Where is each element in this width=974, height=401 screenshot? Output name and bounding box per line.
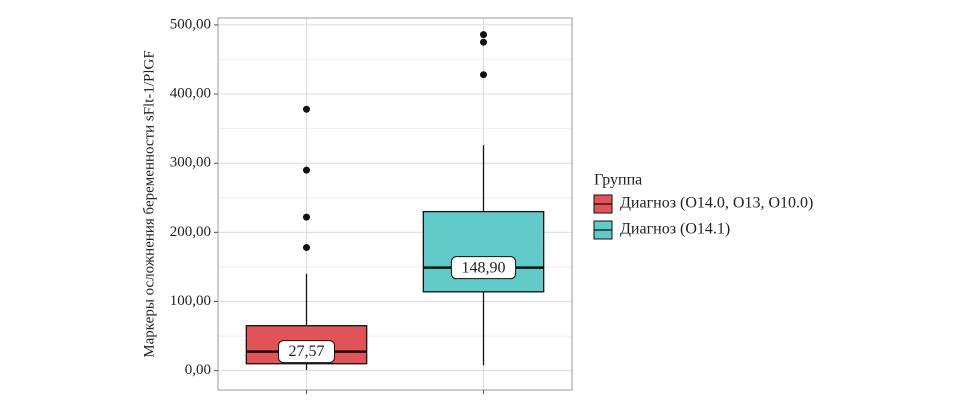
plot-frame (217, 17, 573, 391)
box (422, 210, 545, 293)
value-label-bg (450, 256, 517, 280)
outlier (303, 244, 310, 252)
legend-title: Группа (594, 172, 642, 189)
outlier (303, 166, 310, 174)
outlier (480, 31, 487, 39)
y-tick-label: 400,00 (170, 85, 211, 101)
legend-label: Диагноз (O14.0, O13, O10.0) (620, 195, 813, 212)
value-label: 148,90 (462, 259, 506, 276)
grid (218, 18, 572, 390)
value-label-bg (278, 340, 335, 364)
outlier (303, 105, 310, 113)
outlier (480, 38, 487, 46)
outlier (480, 71, 487, 79)
y-tick-label: 100,00 (170, 293, 211, 309)
value-label: 27,57 (289, 343, 325, 360)
marks: 27,57 148,90 (245, 31, 545, 370)
y-tick-label: 0,00 (185, 362, 211, 378)
y-tick-label: 300,00 (170, 155, 211, 171)
y-tick-label: 200,00 (170, 224, 211, 240)
y-tick-label: 500,00 (170, 16, 211, 32)
legend-label: Диагноз (O14.1) (620, 221, 730, 238)
y-axis-label: Маркеры осложнения беременности sFlt-1/P… (141, 50, 157, 357)
outlier (303, 213, 310, 221)
